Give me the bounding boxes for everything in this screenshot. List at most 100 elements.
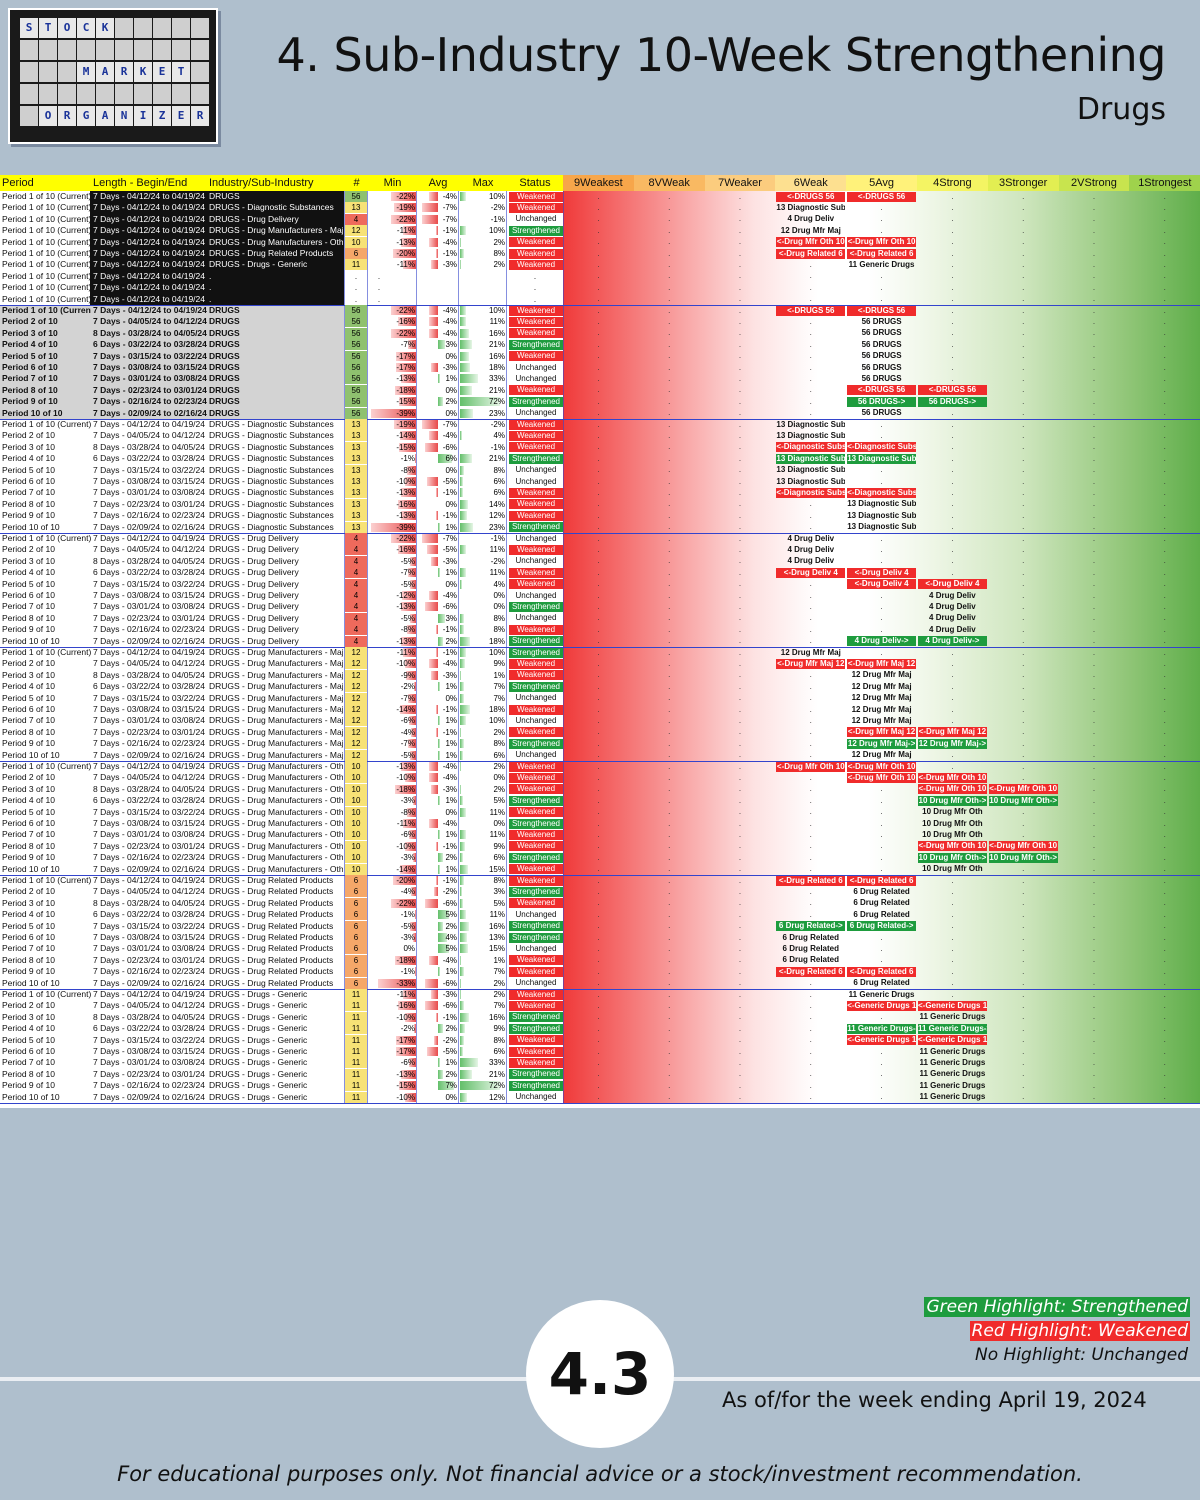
industry-cell: DRUGS - Drug Manufacturers - Major — [209, 738, 343, 749]
zone-dot: . — [1022, 636, 1025, 646]
avg-bar — [431, 670, 438, 680]
zone-dot: . — [1092, 294, 1096, 304]
period-cell: Period 9 of 10 — [2, 852, 55, 863]
min-value: -39% — [396, 522, 415, 532]
zone-dot: . — [1022, 909, 1025, 919]
period-cell: Period 10 of 10 — [2, 635, 60, 646]
zone-dot: . — [738, 202, 742, 212]
zone-marker: 4 Drug Deliv-> — [918, 636, 987, 647]
zone-dot: . — [668, 442, 671, 452]
zone-dot: . — [1022, 921, 1025, 931]
avg-value: -1% — [442, 841, 457, 851]
zone-dot: . — [1163, 1080, 1166, 1090]
zone-dot: . — [668, 864, 671, 874]
period-cell: Period 1 of 10 (Current) — [2, 213, 91, 224]
max-bar-track — [459, 465, 507, 475]
industry-cell: DRUGS - Drug Related Products — [209, 248, 334, 258]
zone-dot: . — [597, 248, 600, 258]
max-value: 21% — [488, 340, 505, 350]
logo-letter: E — [153, 62, 171, 82]
zone-dot: . — [668, 567, 671, 577]
min-value: -10% — [396, 659, 415, 669]
max-value: 9% — [493, 1024, 505, 1034]
avg-value: -4% — [442, 328, 457, 338]
avg-bar — [438, 921, 443, 931]
zone-dot: . — [951, 362, 954, 372]
avg-bar — [435, 841, 438, 851]
length-cell: 7 Days - 02/16/24 to 02/23/24 — [93, 852, 205, 863]
avg-value: 1% — [445, 1058, 457, 1068]
status-badge: Weakened — [509, 658, 563, 669]
zone-marker: <-DRUGS 56 — [847, 191, 916, 202]
avg-value: -4% — [442, 773, 457, 783]
zone-dot: . — [809, 772, 812, 782]
zone-dot: . — [597, 601, 600, 611]
max-value: 12% — [488, 511, 505, 521]
zone-dot: . — [1092, 1092, 1096, 1102]
max-value: -1% — [490, 214, 505, 224]
industry-cell: DRUGS - Drugs - Generic — [209, 1034, 308, 1045]
industry-cell: DRUGS - Drug Manufacturers - Major — [209, 225, 343, 236]
avg-value: -1% — [442, 226, 457, 236]
length-cell: 6 Days - 03/22/24 to 03/28/24 — [93, 339, 207, 350]
status-badge: Strengthened — [509, 339, 563, 350]
zone-dot: . — [738, 966, 742, 976]
period-cell: Period 5 of 10 — [2, 920, 55, 931]
count-cell: 4 — [345, 578, 367, 590]
industry-cell: DRUGS - Diagnostic Substances — [209, 498, 334, 509]
zone-dot: . — [880, 841, 883, 851]
logo-filler-cell — [191, 40, 209, 60]
avg-value: -4% — [442, 237, 457, 247]
industry-cell: DRUGS - Diagnostic Substances — [209, 202, 334, 213]
zone-dot: . — [951, 875, 954, 885]
zone-dot: . — [738, 396, 742, 406]
logo-filler-cell — [96, 40, 114, 60]
max-bar-track — [459, 397, 507, 407]
max-bar-track — [459, 317, 507, 327]
zone-dot: . — [738, 841, 742, 851]
count-cell: 56 — [345, 316, 367, 328]
period-cell: Period 10 of 10 — [2, 863, 60, 874]
max-value: 8% — [493, 876, 505, 885]
max-bar-track — [459, 408, 507, 418]
period-cell: Period 2 of 10 — [2, 430, 55, 441]
zone-column-header: 5Avg — [846, 175, 917, 191]
min-value: -22% — [396, 306, 415, 315]
avg-value: -2% — [442, 887, 457, 897]
summary-black-band — [90, 191, 344, 271]
zone-dot: . — [668, 875, 671, 885]
zone-dot: . — [880, 864, 883, 874]
max-bar-track — [459, 260, 507, 270]
period-cell: Period 1 of 10 (Current) — [2, 202, 91, 213]
zone-dot: . — [597, 442, 600, 452]
max-bar-track — [459, 750, 507, 760]
max-bar-track — [459, 682, 507, 692]
zone-dot: . — [951, 202, 954, 212]
max-bar — [460, 306, 466, 315]
min-value: -17% — [396, 363, 415, 372]
zone-dot: . — [1163, 1092, 1166, 1102]
zone-marker: 6 Drug Related — [853, 909, 910, 919]
industry-cell: DRUGS - Drug Delivery — [209, 635, 299, 646]
period-cell: Period 6 of 10 — [2, 704, 55, 714]
max-bar — [460, 1035, 465, 1045]
zone-dot: . — [880, 818, 883, 828]
zone-dot: . — [951, 522, 954, 532]
page-number-badge: 4.3 — [526, 1300, 674, 1448]
zone-dot: . — [880, 225, 883, 235]
period-cell: Period 2 of 10 — [2, 658, 55, 669]
min-value: -6% — [400, 716, 415, 726]
zone-dot: . — [951, 419, 954, 429]
zone-dot: . — [1022, 658, 1025, 668]
avg-value: 1% — [445, 864, 457, 874]
avg-bar-track — [417, 317, 459, 327]
zone-marker: <-Drug Related 6 — [776, 875, 846, 886]
status-badge: Weakened — [509, 305, 563, 316]
max-value: -2% — [490, 556, 505, 566]
max-bar-track — [459, 1024, 507, 1034]
zone-dot: . — [738, 1057, 742, 1067]
zone-dot: . — [809, 829, 812, 839]
max-bar — [460, 397, 500, 407]
length-cell: 7 Days - 04/12/24 to 04/19/24 — [93, 282, 205, 293]
zone-dot: . — [951, 225, 954, 235]
